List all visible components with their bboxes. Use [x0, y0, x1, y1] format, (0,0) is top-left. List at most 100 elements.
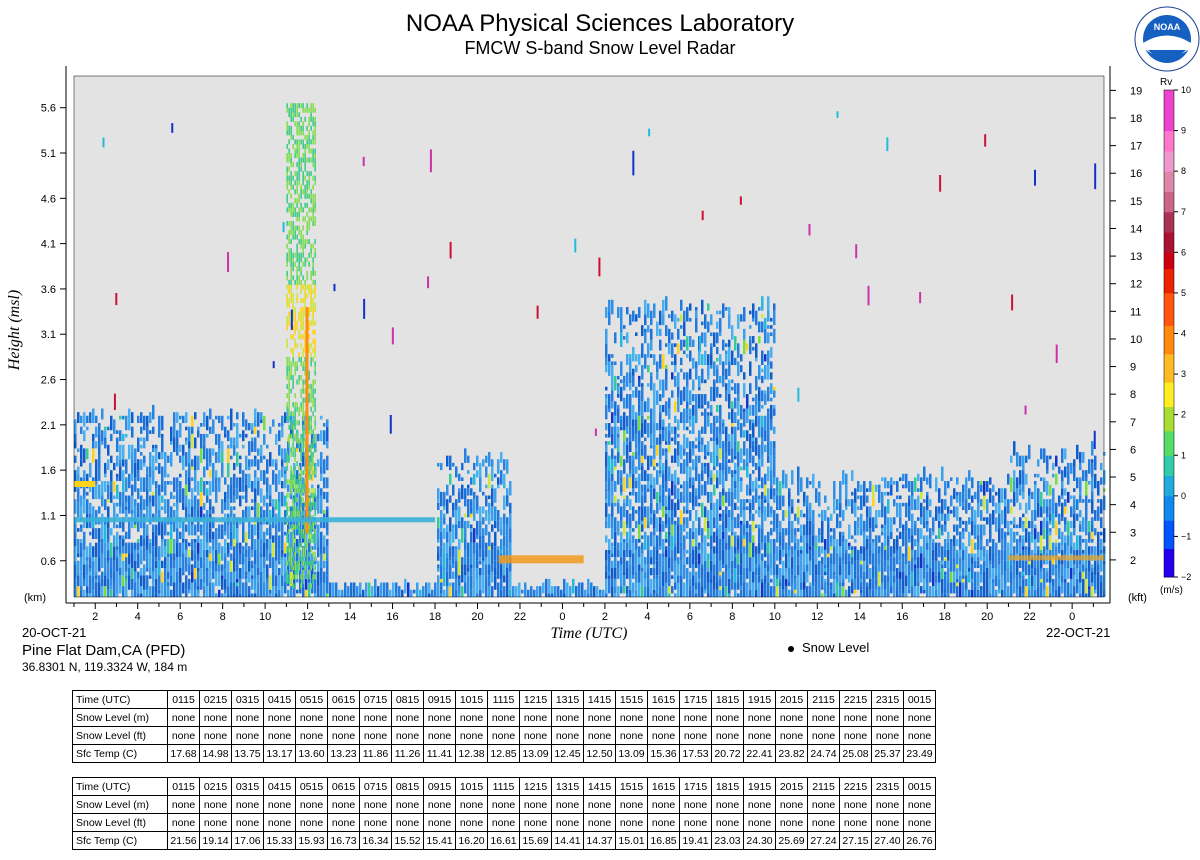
echo-cell: [881, 582, 884, 590]
echo-cell: [1070, 593, 1073, 597]
echo-cell: [251, 430, 254, 434]
echo-cell: [290, 361, 292, 367]
echo-cell: [317, 586, 320, 597]
echo-cell: [494, 488, 497, 503]
echo-cell: [107, 549, 110, 558]
echo-cell: [251, 593, 254, 597]
echo-cell: [491, 586, 494, 597]
echo-cell: [310, 275, 312, 281]
echo-cell: [298, 153, 300, 159]
echo-cell: [536, 586, 539, 597]
echo-cell: [260, 470, 263, 482]
echo-cell: [935, 506, 938, 521]
echo-cell: [292, 375, 294, 381]
echo-cell: [1070, 568, 1073, 579]
echo-cell: [443, 553, 446, 569]
echo-cell: [312, 153, 314, 159]
echo-cell: [119, 586, 122, 594]
echo-cell: [617, 307, 620, 318]
echo-cell: [314, 388, 316, 394]
echo-cell: [698, 441, 701, 445]
echo-cell: [314, 551, 316, 557]
echo-cell: [650, 502, 653, 514]
echo-cell: [155, 593, 158, 597]
echo-cell: [962, 549, 965, 561]
echo-cell: [884, 477, 887, 489]
echo-cell: [298, 279, 300, 285]
echo-cell: [290, 495, 293, 500]
echo-cell: [785, 571, 788, 579]
echo-cell: [306, 103, 308, 109]
echo-cell: [221, 499, 224, 514]
echo-cell: [179, 557, 182, 569]
echo-cell: [281, 466, 284, 478]
echo-cell: [1082, 517, 1085, 532]
echo-cell: [242, 535, 245, 543]
echo-cell: [314, 239, 316, 245]
echo-cell: [464, 524, 467, 540]
echo-cell: [752, 571, 755, 583]
echo-cell: [290, 488, 292, 494]
echo-cell: [653, 408, 656, 424]
echo-cell: [896, 549, 899, 565]
echo-cell: [623, 375, 626, 384]
echo-cell: [851, 582, 854, 594]
echo-cell: [761, 314, 764, 318]
echo-cell: [95, 542, 98, 558]
echo-cell: [878, 488, 881, 503]
echo-cell: [215, 470, 218, 478]
echo-cell: [680, 339, 683, 351]
echo-cell: [707, 321, 710, 333]
echo-cell: [614, 466, 617, 471]
echo-cell: [1040, 477, 1043, 482]
echo-cell: [212, 582, 215, 597]
echo-cell: [122, 535, 125, 540]
echo-cell: [310, 139, 312, 145]
echo-cell: [294, 488, 296, 494]
echo-cell: [286, 261, 288, 267]
echo-cell: [206, 542, 209, 550]
echo-cell: [296, 270, 298, 276]
echo-cell: [242, 470, 245, 485]
echo-cell: [292, 384, 294, 390]
echo-cell: [623, 397, 626, 409]
echo-cell: [839, 564, 842, 576]
echo-cell: [200, 448, 203, 463]
echo-cell: [188, 448, 191, 463]
echo-cell: [977, 557, 980, 561]
echo-cell: [310, 415, 312, 421]
echo-cell: [1001, 560, 1004, 576]
echo-cell: [761, 455, 764, 467]
echo-cell: [185, 437, 188, 442]
echo-cell: [662, 557, 665, 561]
echo-cell: [674, 354, 677, 366]
echo-cell: [614, 332, 617, 344]
echo-cell: [317, 524, 320, 540]
echo-cell: [248, 557, 251, 561]
echo-cell: [998, 549, 1001, 565]
echo-cell: [770, 372, 773, 380]
echo-cell: [614, 502, 617, 507]
echo-cell: [158, 575, 161, 590]
echo-cell: [626, 332, 629, 340]
echo-cell: [665, 506, 668, 511]
echo-cell: [308, 574, 310, 580]
echo-cell: [191, 549, 194, 561]
echo-cell: [188, 462, 191, 478]
echo-cell: [143, 462, 146, 467]
echo-cell: [674, 314, 677, 329]
echo-cell: [755, 394, 758, 405]
echo-cell: [914, 586, 917, 597]
echo-cell: [635, 571, 638, 583]
echo-cell: [743, 539, 746, 547]
echo-cell: [917, 517, 920, 521]
echo-cell: [306, 239, 308, 245]
echo-cell: [1007, 568, 1010, 583]
echo-cell: [306, 184, 308, 190]
echo-cell: [116, 531, 119, 547]
echo-cell: [308, 375, 310, 381]
echo-cell: [659, 546, 662, 550]
echo-cell: [995, 491, 998, 496]
echo-cell: [971, 589, 974, 597]
echo-cell: [292, 334, 294, 340]
